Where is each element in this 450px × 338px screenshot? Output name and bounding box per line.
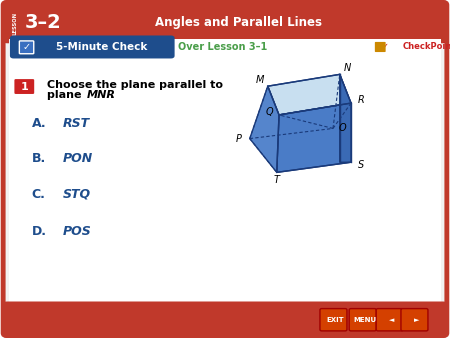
- Polygon shape: [250, 86, 279, 172]
- Text: A.: A.: [32, 117, 46, 130]
- Text: MNR: MNR: [86, 90, 115, 100]
- Text: M: M: [256, 75, 264, 85]
- FancyBboxPatch shape: [349, 309, 376, 331]
- Text: 1: 1: [20, 81, 28, 92]
- Polygon shape: [277, 103, 351, 172]
- Text: D.: D.: [32, 225, 46, 238]
- Text: Angles and Parallel Lines: Angles and Parallel Lines: [155, 17, 322, 29]
- Text: .: .: [110, 90, 114, 100]
- Text: N: N: [344, 63, 351, 73]
- Polygon shape: [340, 74, 351, 162]
- Text: EXIT: EXIT: [326, 317, 344, 323]
- Text: 5-Minute Check: 5-Minute Check: [55, 42, 147, 52]
- FancyBboxPatch shape: [401, 309, 428, 331]
- Text: T: T: [274, 175, 280, 185]
- Polygon shape: [7, 5, 443, 41]
- Text: ✓: ✓: [22, 42, 31, 52]
- FancyBboxPatch shape: [19, 41, 34, 54]
- Text: RST: RST: [63, 117, 90, 130]
- Text: STQ: STQ: [63, 188, 91, 201]
- FancyBboxPatch shape: [3, 2, 447, 43]
- Text: C.: C.: [32, 188, 45, 201]
- Text: ►: ►: [414, 317, 419, 323]
- FancyBboxPatch shape: [10, 35, 175, 58]
- Text: ✓: ✓: [381, 42, 389, 52]
- FancyBboxPatch shape: [3, 2, 447, 336]
- FancyBboxPatch shape: [14, 79, 34, 94]
- Text: POS: POS: [63, 225, 92, 238]
- Text: Over Lesson 3–1: Over Lesson 3–1: [178, 42, 267, 52]
- Text: R: R: [358, 95, 364, 105]
- Text: plane: plane: [47, 90, 86, 100]
- Text: ◄: ◄: [389, 317, 394, 323]
- Text: 3–2: 3–2: [24, 14, 61, 32]
- Text: P: P: [236, 134, 242, 144]
- Text: Q: Q: [266, 106, 273, 117]
- Text: S: S: [358, 160, 364, 170]
- Text: MENU: MENU: [353, 317, 376, 323]
- Text: CheckPoint: CheckPoint: [403, 42, 450, 51]
- Text: O: O: [339, 123, 346, 134]
- FancyBboxPatch shape: [376, 309, 403, 331]
- Text: LESSON: LESSON: [12, 11, 18, 34]
- FancyBboxPatch shape: [3, 301, 447, 336]
- Text: PON: PON: [63, 152, 93, 165]
- FancyBboxPatch shape: [9, 39, 441, 306]
- Text: B.: B.: [32, 152, 46, 165]
- FancyBboxPatch shape: [375, 42, 386, 52]
- Text: Choose the plane parallel to: Choose the plane parallel to: [47, 80, 223, 90]
- Polygon shape: [268, 74, 351, 115]
- FancyBboxPatch shape: [320, 309, 347, 331]
